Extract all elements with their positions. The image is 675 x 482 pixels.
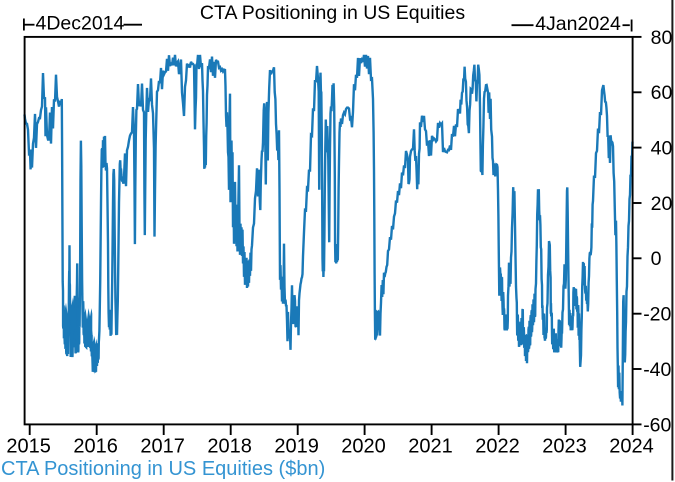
- svg-text:CTA Positioning in US Equities: CTA Positioning in US Equities ($bn): [1, 458, 325, 480]
- svg-text:2018: 2018: [207, 436, 252, 458]
- svg-text:-60: -60: [643, 414, 671, 436]
- svg-text:0: 0: [651, 248, 662, 270]
- svg-text:-20: -20: [643, 304, 671, 326]
- svg-text:4Jan2024: 4Jan2024: [535, 13, 621, 35]
- svg-text:2015: 2015: [6, 436, 51, 458]
- svg-text:20: 20: [651, 193, 673, 215]
- svg-text:2017: 2017: [140, 436, 185, 458]
- svg-text:2020: 2020: [341, 436, 386, 458]
- svg-text:2016: 2016: [73, 436, 118, 458]
- svg-text:2021: 2021: [408, 436, 453, 458]
- svg-text:-40: -40: [643, 359, 671, 381]
- svg-text:4Dec2014: 4Dec2014: [36, 13, 125, 35]
- svg-text:60: 60: [651, 82, 673, 104]
- svg-text:80: 80: [651, 27, 673, 49]
- svg-text:2019: 2019: [274, 436, 319, 458]
- svg-text:2024: 2024: [609, 436, 654, 458]
- svg-text:CTA Positioning in US Equities: CTA Positioning in US Equities: [200, 2, 465, 24]
- svg-text:40: 40: [651, 138, 673, 160]
- svg-text:2023: 2023: [542, 436, 587, 458]
- svg-text:2022: 2022: [475, 436, 520, 458]
